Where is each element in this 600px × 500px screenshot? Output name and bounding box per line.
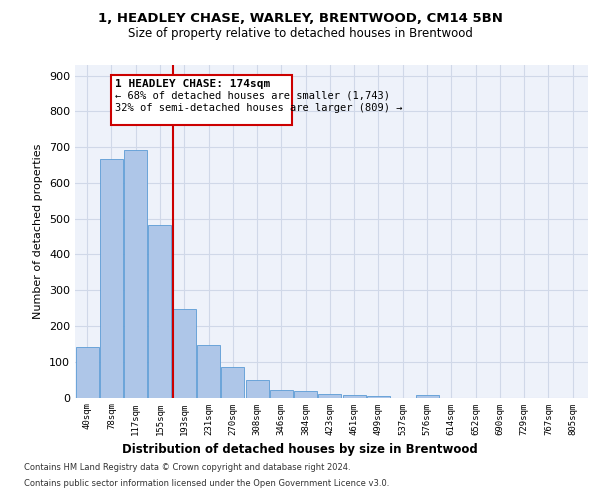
Text: Size of property relative to detached houses in Brentwood: Size of property relative to detached ho… [128,28,472,40]
Bar [221,367,244,398]
Text: 32% of semi-detached houses are larger (809) →: 32% of semi-detached houses are larger (… [115,103,403,113]
Bar [76,348,98,398]
Bar [343,396,365,398]
Text: 1 HEADLEY CHASE: 174sqm: 1 HEADLEY CHASE: 174sqm [115,78,271,88]
Text: Distribution of detached houses by size in Brentwood: Distribution of detached houses by size … [122,442,478,456]
Bar [148,225,172,398]
Text: Contains HM Land Registry data © Crown copyright and database right 2024.: Contains HM Land Registry data © Crown c… [24,464,350,472]
Text: 1, HEADLEY CHASE, WARLEY, BRENTWOOD, CM14 5BN: 1, HEADLEY CHASE, WARLEY, BRENTWOOD, CM1… [98,12,502,26]
Bar [245,380,269,398]
Bar [416,394,439,398]
Bar [367,396,390,398]
Bar [197,344,220,398]
Bar [100,159,123,398]
Bar [173,309,196,398]
Y-axis label: Number of detached properties: Number of detached properties [34,144,43,319]
Text: ← 68% of detached houses are smaller (1,743): ← 68% of detached houses are smaller (1,… [115,90,390,101]
Text: Contains public sector information licensed under the Open Government Licence v3: Contains public sector information licen… [24,478,389,488]
Bar [112,75,292,125]
Bar [124,150,147,398]
Bar [294,391,317,398]
Bar [319,394,341,398]
Bar [270,390,293,398]
